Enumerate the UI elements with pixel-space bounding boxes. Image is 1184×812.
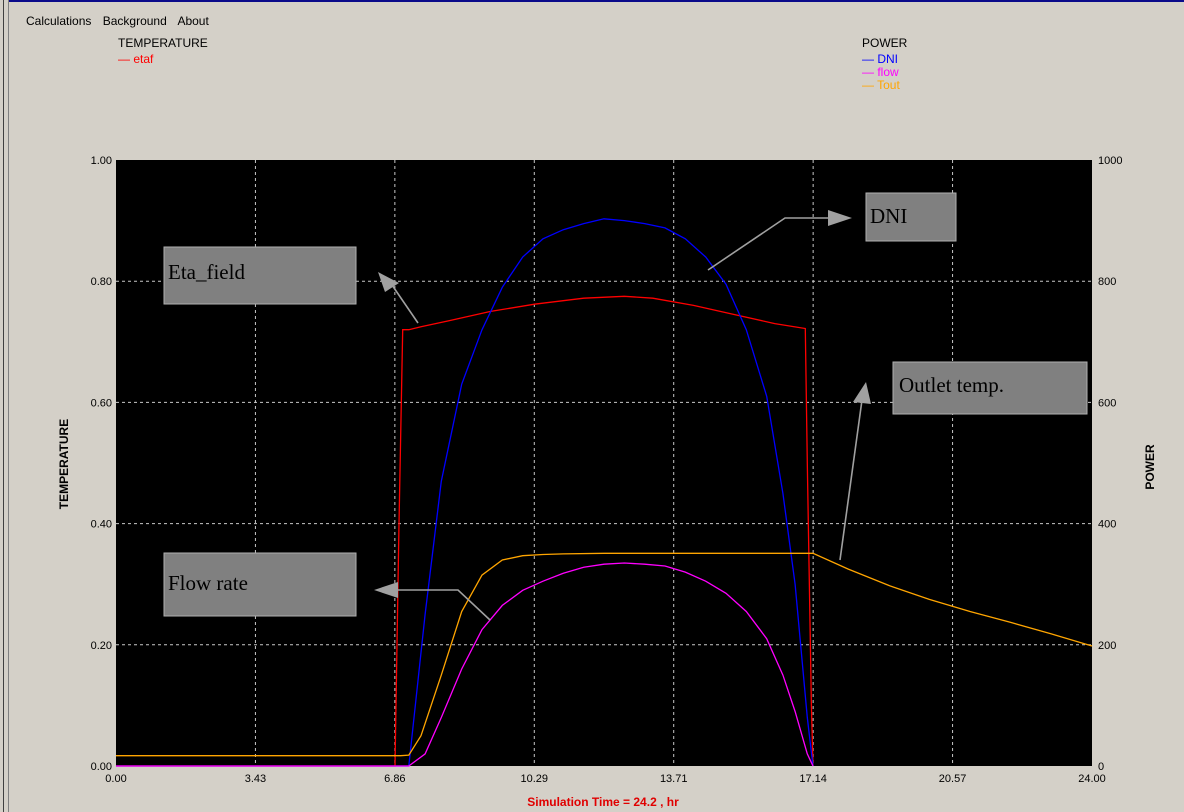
x-tick-label: 17.14 bbox=[799, 773, 827, 785]
y-left-tick-label: 0.60 bbox=[91, 397, 112, 409]
y-left-tick-label: 0.40 bbox=[91, 519, 112, 531]
y-right-tick-label: 200 bbox=[1098, 640, 1116, 652]
y-right-tick-label: 400 bbox=[1098, 519, 1116, 531]
legend-power: POWER — DNI — flow — Tout bbox=[862, 36, 907, 92]
flow-rate-arrow-line bbox=[398, 589, 491, 621]
legend-entry-tout: — Tout bbox=[862, 78, 900, 92]
legend-entry-flow-label: flow bbox=[877, 65, 899, 79]
eta-field-callout-text: Eta_field bbox=[168, 260, 245, 284]
legend-temperature: TEMPERATURE — etaf bbox=[118, 36, 208, 66]
simulation-time-label: Simulation Time = 24.2 , hr bbox=[527, 795, 679, 809]
dni-callout-box bbox=[865, 192, 957, 242]
eta-field-callout-box bbox=[163, 246, 357, 305]
y-left-tick-label: 0.00 bbox=[91, 761, 112, 773]
y-axis-right-title: POWER bbox=[1143, 444, 1157, 490]
eta-field-arrow-line bbox=[391, 284, 419, 324]
dni-callout-text: DNI bbox=[870, 204, 907, 228]
series-line-dni bbox=[116, 218, 814, 767]
legend-entry-dni-label: DNI bbox=[877, 52, 899, 66]
series-line-tout bbox=[116, 552, 1093, 757]
legend-entry-tout-label: Tout bbox=[877, 78, 900, 92]
flow-rate-callout-text: Flow rate bbox=[168, 571, 248, 595]
x-tick-label: 13.71 bbox=[660, 773, 688, 785]
y-right-tick-label: 800 bbox=[1098, 276, 1116, 288]
legend-entry-etaf-label: etaf bbox=[133, 52, 154, 66]
menu-calculations[interactable]: Calculations bbox=[26, 14, 92, 28]
dni-arrow-line bbox=[707, 217, 830, 271]
window-left-border bbox=[0, 0, 9, 812]
series-line-flow bbox=[116, 562, 814, 767]
axis-ticks: 0.00 3.43 6.86 10.29 13.71 17.14 20.57 24.00 0.0… bbox=[91, 155, 1123, 785]
outlet-temp-arrow-head bbox=[853, 382, 871, 404]
x-tick-label: 3.43 bbox=[245, 773, 266, 785]
legend-entry-etaf: — etaf bbox=[118, 52, 154, 66]
legend-power-title: POWER bbox=[862, 36, 908, 50]
outlet-temp-arrow-line bbox=[839, 399, 863, 561]
window-top-border bbox=[0, 0, 1184, 2]
y-left-tick-label: 0.20 bbox=[91, 640, 112, 652]
series-line-etaf bbox=[116, 295, 814, 767]
dni-arrow-head bbox=[828, 210, 852, 226]
callout-arrows bbox=[374, 210, 871, 621]
x-tick-label: 24.00 bbox=[1078, 773, 1106, 785]
menu-about[interactable]: About bbox=[177, 14, 209, 28]
y-left-tick-label: 1.00 bbox=[91, 155, 112, 167]
outlet-temp-callout-box bbox=[892, 361, 1088, 415]
x-tick-label: 20.57 bbox=[939, 773, 967, 785]
y-right-tick-label: 1000 bbox=[1098, 155, 1122, 167]
series-lines bbox=[116, 218, 1093, 767]
outlet-temp-callout-text: Outlet temp. bbox=[899, 373, 1004, 397]
eta-field-arrow-head bbox=[378, 272, 399, 292]
x-tick-label: 6.86 bbox=[384, 773, 405, 785]
flow-rate-callout-box bbox=[163, 552, 357, 617]
y-axis-left-title: TEMPERATURE bbox=[57, 419, 71, 509]
y-left-tick-label: 0.80 bbox=[91, 276, 112, 288]
y-right-tick-label: 600 bbox=[1098, 397, 1116, 409]
x-tick-label: 10.29 bbox=[521, 773, 549, 785]
flow-rate-arrow-head bbox=[374, 582, 398, 598]
x-tick-label: 0.00 bbox=[105, 773, 126, 785]
legend-entry-dni: — DNI bbox=[862, 52, 899, 66]
y-right-tick-label: 0 bbox=[1098, 761, 1104, 773]
menu-background[interactable]: Background bbox=[102, 14, 167, 28]
legend-entry-flow: — flow bbox=[862, 65, 899, 79]
legend-temperature-title: TEMPERATURE bbox=[118, 36, 208, 50]
menu-bar: Calculations Background About bbox=[26, 14, 217, 28]
